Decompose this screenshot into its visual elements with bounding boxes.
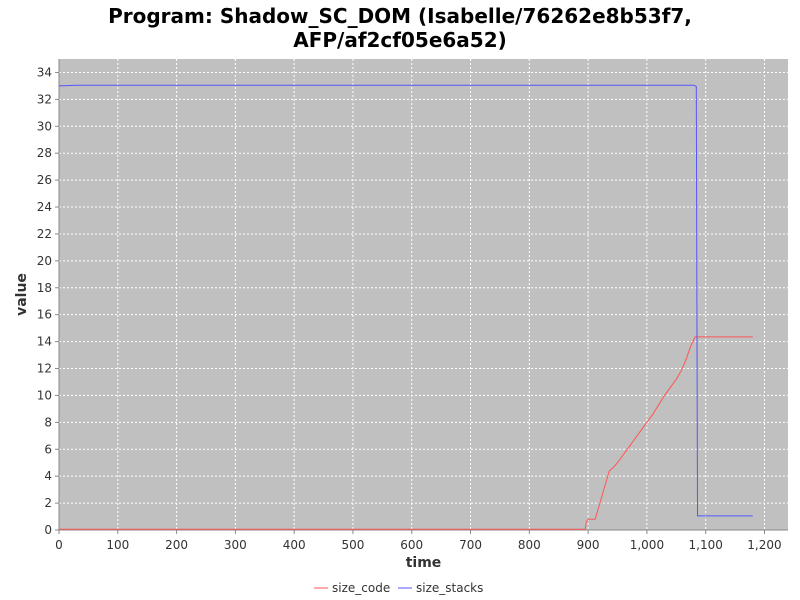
x-tick-label: 200 <box>165 538 188 552</box>
y-tick-label: 14 <box>37 335 52 349</box>
y-tick-label: 24 <box>37 200 52 214</box>
y-tick-label: 28 <box>37 146 52 160</box>
y-tick-label: 20 <box>37 254 52 268</box>
y-axis-label: value <box>14 273 30 316</box>
legend-label: size_stacks <box>416 581 483 595</box>
y-tick-label: 26 <box>37 173 52 187</box>
y-tick-label: 30 <box>37 119 52 133</box>
x-tick-label: 1,100 <box>689 538 723 552</box>
chart-title-line-2: AFP/af2cf05e6a52) <box>293 28 507 52</box>
plot-area <box>59 59 788 530</box>
y-tick-label: 18 <box>37 281 52 295</box>
x-tick-label: 500 <box>341 538 364 552</box>
x-tick-label: 800 <box>518 538 541 552</box>
x-tick-label: 900 <box>577 538 600 552</box>
y-tick-label: 10 <box>37 388 52 402</box>
x-axis-label: time <box>406 555 442 571</box>
x-tick-label: 600 <box>400 538 423 552</box>
x-tick-label: 0 <box>55 538 63 552</box>
series-line-size-stacks <box>58 84 753 517</box>
chart-title-line-1: Program: Shadow_SC_DOM (Isabelle/76262e8… <box>108 4 692 28</box>
y-tick-label: 12 <box>37 362 52 376</box>
y-tick-label: 34 <box>37 65 52 79</box>
series-line-size-code <box>59 336 753 530</box>
x-tick-label: 700 <box>459 538 482 552</box>
y-tick-label: 8 <box>44 415 52 429</box>
x-tick-label: 300 <box>224 538 247 552</box>
x-tick-label: 400 <box>283 538 306 552</box>
y-tick-label: 2 <box>44 496 52 510</box>
y-tick-label: 32 <box>37 92 52 106</box>
x-tick-label: 1,000 <box>630 538 664 552</box>
y-tick-label: 0 <box>44 523 52 537</box>
legend: size_code size_stacks <box>314 581 483 595</box>
y-tick-label: 4 <box>44 469 52 483</box>
axes: 0 100 200 300 400 500 600 700 800 900 1,000 1,100 1,… <box>37 59 788 552</box>
x-tick-label: 100 <box>106 538 129 552</box>
legend-label: size_code <box>332 581 390 595</box>
x-tick-label: 1,200 <box>747 538 781 552</box>
y-tick-label: 16 <box>37 308 52 322</box>
y-tick-label: 22 <box>37 227 52 241</box>
grid-lines <box>59 59 788 530</box>
series-lines <box>58 84 753 530</box>
y-tick-label: 6 <box>44 442 52 456</box>
